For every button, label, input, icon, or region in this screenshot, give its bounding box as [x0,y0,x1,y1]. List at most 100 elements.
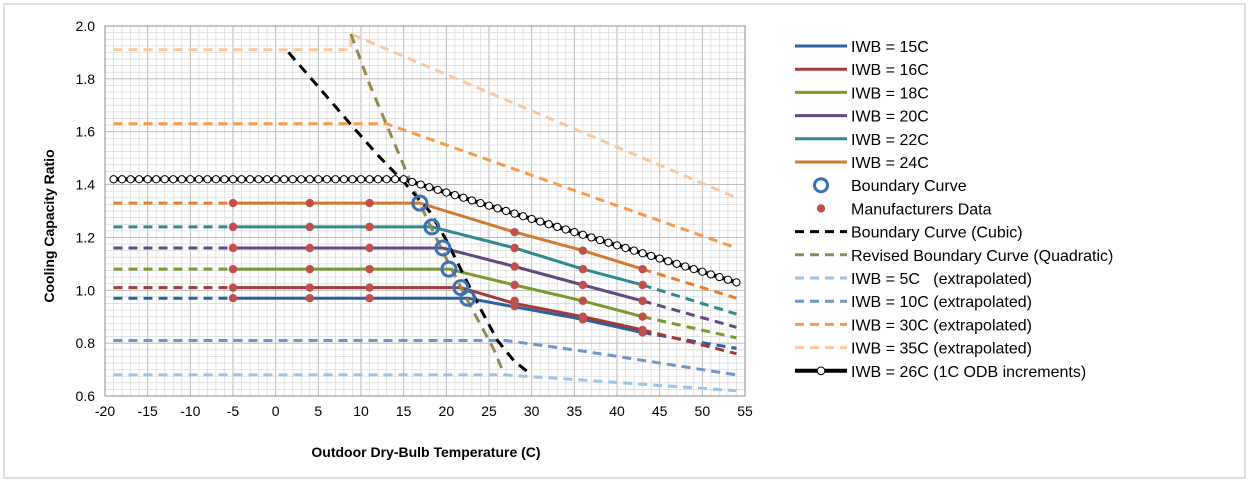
y-tick-label: 1.6 [76,124,96,140]
data-point [578,280,588,290]
series-marker [416,180,425,189]
data-point [510,227,519,237]
series-extrapolated-right [642,267,737,300]
legend-item: IWB = 30C (extrapolated) [795,317,1032,334]
y-tick-label: 2.0 [76,18,96,34]
legend-swatch [816,204,826,213]
series-marker [220,175,229,184]
data-point [228,243,238,253]
legend-label: IWB = 22C [851,132,929,149]
data-point [228,198,238,208]
series-marker [553,222,562,231]
legend-swatch-marker [816,366,826,376]
data-point [411,194,429,212]
series-marker [484,201,494,210]
series-marker [561,225,570,234]
series-marker [288,175,297,184]
series-marker [331,175,340,184]
series-marker [681,262,690,271]
series-marker [655,254,664,263]
series-marker [519,212,528,221]
data-point [638,296,647,306]
x-tick-label: -10 [180,403,200,419]
legend-label: IWB = 30C (extrapolated) [851,317,1032,334]
data-point [365,264,374,274]
data-point [510,280,519,290]
x-tick-label: 40 [609,403,625,419]
y-axis-title: Cooling Capacity Ratio [41,149,57,302]
legend-item: IWB = 5C (extrapolated) [795,271,1032,288]
data-point [305,294,314,303]
legend-item: IWB = 35C (extrapolated) [795,341,1032,358]
series-marker [365,175,374,184]
series-marker [126,175,135,184]
x-tick-label: 45 [652,403,668,419]
legend-item: IWB = 20C [795,109,929,126]
data-point [305,222,314,232]
series-extrapolated-right [642,283,737,316]
series-line [113,339,737,377]
data-point [578,264,588,274]
data-point [305,198,314,208]
series-marker [297,175,306,184]
data-point [638,325,647,335]
legend-item: IWB = 24C [795,155,929,172]
data-point [228,264,238,274]
series-marker [399,175,408,184]
y-tick-label: 1.2 [76,229,96,245]
legend-label: IWB = 16C [851,62,929,79]
series-marker [382,175,391,184]
series-line [233,296,643,335]
data-point [638,312,647,321]
data-point [365,283,374,292]
series-marker [612,241,622,250]
series-marker [698,267,707,276]
x-tick-label: 5 [314,403,322,419]
legend-swatch [813,177,829,194]
data-point [365,294,374,303]
plot-area-border [104,25,746,397]
series-marker [348,175,357,184]
series-marker [391,175,400,184]
data-point [578,246,588,255]
series-marker [425,183,434,192]
legend-item: IWB = 22C [795,132,929,149]
data-point [510,296,519,306]
series-marker [203,175,212,184]
series-marker [194,175,203,184]
series-marker [169,175,178,184]
series-marker [339,175,349,184]
data-point [228,294,238,303]
series-marker [177,175,186,184]
series-line [113,373,737,393]
series-marker [501,206,511,216]
legend-label: IWB = 10C (extrapolated) [851,294,1032,311]
y-tick-label: 1.0 [76,282,96,298]
series-marker [228,175,238,184]
x-tick-label: -20 [95,403,115,419]
x-tick-label: 30 [524,403,540,419]
series-marker [322,175,331,184]
legend-item: IWB = 10C (extrapolated) [795,294,1032,311]
series-extrapolated-right [642,299,737,329]
data-point [365,243,374,253]
legend-item: IWB = 18C [795,85,929,102]
series-marker [723,275,733,284]
series-marker [459,193,468,202]
series-marker [254,175,263,184]
chart-frame [3,3,1246,479]
series-marker [109,175,118,184]
series-marker [186,175,195,184]
legend-label: Manufacturers Data [851,201,992,218]
series-marker [152,175,161,184]
series-marker [237,175,246,184]
series-marker [271,175,280,184]
series-marker [672,259,681,268]
legend-label: Boundary Curve (Cubic) [851,225,1023,242]
series-marker [664,257,673,266]
series-marker [373,175,383,184]
x-tick-label: 10 [353,403,369,419]
series-marker [706,270,715,279]
legend-label: IWB = 20C [851,109,929,126]
